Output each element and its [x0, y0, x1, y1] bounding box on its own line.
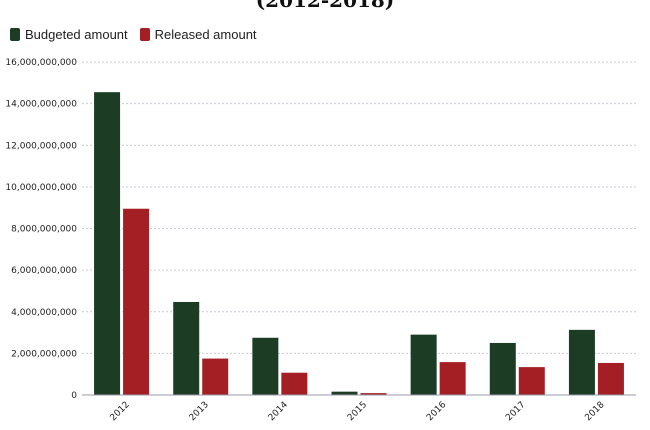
x-tick-label: 2016	[425, 400, 448, 423]
legend-swatch-budgeted	[10, 28, 20, 41]
legend-label-budgeted: Budgeted amount	[25, 27, 128, 42]
legend: Budgeted amount Released amount	[10, 27, 257, 42]
legend-swatch-released	[139, 28, 150, 41]
y-tick-label: 2,000,000,000	[11, 349, 77, 359]
y-tick-label: 4,000,000,000	[11, 308, 77, 318]
bar-budgeted-2012[interactable]	[94, 92, 121, 395]
bars	[94, 92, 624, 395]
bar-released-2012[interactable]	[123, 208, 150, 395]
y-tick-label: 0	[71, 391, 77, 401]
x-axis-ticks: 2012 2013 2014 2015 2016 2017 2018	[109, 400, 607, 423]
chart-title: (2012-2018)	[255, 0, 395, 12]
bar-released-2017[interactable]	[518, 367, 545, 395]
x-tick-label: 2013	[188, 400, 211, 423]
bar-budgeted-2015[interactable]	[331, 391, 358, 395]
bar-budgeted-2014[interactable]	[252, 337, 279, 395]
x-tick-label: 2015	[346, 400, 369, 423]
bar-released-2013[interactable]	[202, 358, 229, 395]
y-tick-label: 10,000,000,000	[5, 183, 77, 193]
x-tick-label: 2018	[583, 400, 606, 423]
bar-budgeted-2016[interactable]	[410, 334, 437, 395]
x-tick-label: 2017	[504, 400, 527, 423]
legend-label-released: Released amount	[154, 27, 257, 42]
legend-item-released[interactable]: Released amount	[139, 27, 257, 42]
bar-released-2015[interactable]	[360, 393, 387, 395]
y-tick-label: 6,000,000,000	[11, 266, 77, 276]
y-tick-label: 8,000,000,000	[11, 225, 77, 235]
bar-released-2018[interactable]	[597, 362, 624, 395]
y-tick-label: 12,000,000,000	[5, 141, 77, 151]
x-tick-label: 2012	[109, 400, 132, 423]
bar-released-2014[interactable]	[281, 372, 308, 395]
bar-budgeted-2017[interactable]	[489, 342, 516, 395]
bar-budgeted-2018[interactable]	[568, 329, 595, 395]
bar-budgeted-2013[interactable]	[173, 301, 200, 395]
bar-released-2016[interactable]	[439, 362, 466, 395]
legend-item-budgeted[interactable]: Budgeted amount	[10, 27, 128, 42]
x-tick-label: 2014	[267, 400, 290, 423]
y-tick-label: 14,000,000,000	[5, 100, 77, 110]
gridlines	[82, 61, 636, 354]
y-tick-label: 16,000,000,000	[5, 58, 77, 68]
y-axis-ticks: 0 2,000,000,000 4,000,000,000 6,000,000,000…	[5, 58, 77, 401]
